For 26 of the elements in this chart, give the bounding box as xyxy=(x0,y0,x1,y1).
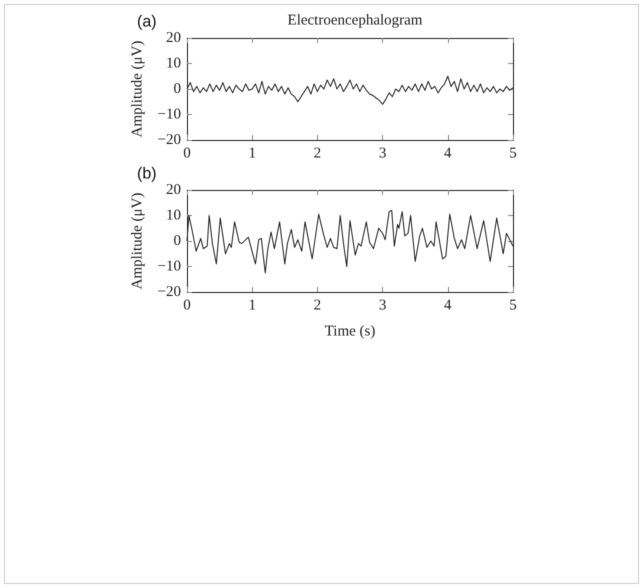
x-tick-label: 3 xyxy=(378,146,386,162)
x-tick-label: 1 xyxy=(248,298,256,314)
y-tick-label: 10 xyxy=(166,56,181,72)
chart-title: Electroencephalogram xyxy=(288,12,423,28)
y-tick-label: −10 xyxy=(158,106,181,122)
x-tick-label: 3 xyxy=(378,298,386,314)
text: (a) xyxy=(137,14,157,30)
y-axis-title: Amplitude (μV) xyxy=(130,40,146,138)
y-tick-label: −20 xyxy=(158,132,181,148)
y-tick-label: 10 xyxy=(166,208,181,224)
y-tick-label: 20 xyxy=(166,182,181,198)
y-tick-label: 0 xyxy=(174,233,181,249)
y-tick-label: −20 xyxy=(158,284,181,300)
x-tick-label: 5 xyxy=(509,298,517,314)
x-tick-label: 5 xyxy=(509,146,517,162)
y-axis-title: Amplitude (μV) xyxy=(130,192,146,290)
y-tick-label: −10 xyxy=(158,258,181,274)
x-tick-label: 2 xyxy=(314,146,322,162)
x-tick-label: 4 xyxy=(444,146,452,162)
text: (b) xyxy=(137,166,157,182)
y-tick-label: 0 xyxy=(174,81,181,97)
x-tick-label: 1 xyxy=(248,146,256,162)
x-tick-label: 4 xyxy=(444,298,452,314)
x-axis-title: Time (s) xyxy=(324,324,376,340)
y-tick-label: 20 xyxy=(166,30,181,46)
x-tick-label: 2 xyxy=(314,298,322,314)
